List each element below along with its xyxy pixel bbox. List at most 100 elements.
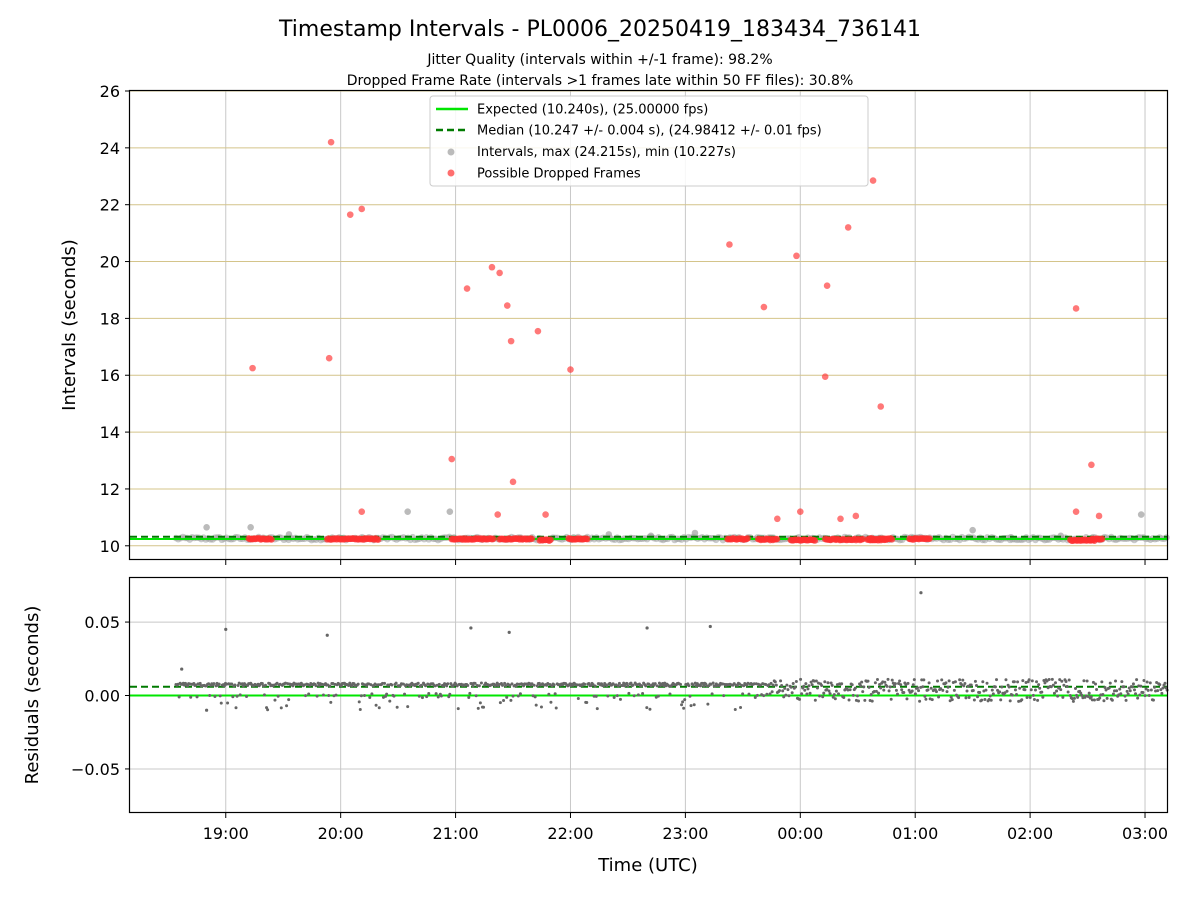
- residual-point: [733, 708, 737, 712]
- residual-point: [804, 682, 808, 686]
- residual-point: [753, 695, 757, 699]
- residual-point: [509, 698, 513, 702]
- residual-point: [926, 688, 930, 692]
- residual-point: [234, 706, 238, 710]
- residual-point: [1021, 679, 1025, 683]
- intervals-y-tick-label: 18: [100, 309, 120, 328]
- residual-point: [1127, 686, 1131, 690]
- residual-point: [944, 681, 948, 685]
- residual-point: [532, 683, 536, 687]
- residual-point: [1008, 699, 1012, 703]
- residual-point: [1004, 678, 1008, 682]
- dropped-frame-point: [888, 535, 896, 543]
- residual-point: [842, 695, 846, 699]
- residual-point: [518, 692, 522, 696]
- residual-point: [873, 681, 877, 685]
- residual-point: [245, 694, 249, 698]
- residual-point: [912, 678, 916, 682]
- residual-point: [773, 680, 777, 684]
- residual-point: [1156, 689, 1160, 693]
- residual-point: [198, 681, 202, 685]
- residual-point: [813, 698, 817, 702]
- residual-point: [930, 698, 934, 702]
- residual-point: [814, 679, 818, 683]
- residual-point: [808, 691, 812, 695]
- residuals-panel: 19:00 20:00 21:00 22:00 23:00 00:00 01:00 02:00…: [22, 576, 1169, 876]
- residual-point: [1059, 688, 1063, 692]
- residual-point: [918, 699, 922, 703]
- residual-point: [877, 691, 881, 695]
- residual-point: [691, 683, 695, 687]
- residual-point: [800, 692, 804, 696]
- residual-point: [929, 686, 933, 690]
- residual-point: [1128, 689, 1132, 693]
- residual-point: [276, 694, 280, 698]
- residual-point: [479, 681, 483, 685]
- residual-point: [467, 695, 471, 699]
- residual-point: [403, 692, 407, 696]
- residual-point: [576, 697, 580, 701]
- residual-point: [947, 679, 951, 683]
- residual-point: [213, 695, 217, 699]
- residual-point: [447, 695, 451, 699]
- residual-point: [855, 694, 859, 698]
- residual-point: [549, 700, 553, 704]
- residual-point: [820, 683, 824, 687]
- time-x-tick-label: 21:00: [433, 824, 479, 843]
- residual-point: [625, 681, 629, 685]
- residual-point: [940, 678, 944, 682]
- residuals-y-tick-label: 0.05: [84, 613, 120, 632]
- residual-point: [235, 694, 239, 698]
- residual-point: [304, 694, 308, 698]
- intervals-plot-area: [130, 138, 1170, 544]
- residual-point: [902, 691, 906, 695]
- residual-point: [983, 698, 987, 702]
- intervals-y-axis-label: Intervals (seconds): [59, 239, 80, 411]
- residual-point: [1032, 697, 1036, 701]
- residual-point: [417, 694, 421, 698]
- dropped-frame-point: [774, 515, 781, 523]
- residual-point: [803, 688, 807, 692]
- residual-point: [1125, 689, 1129, 693]
- residual-point: [1119, 692, 1123, 696]
- residual-point: [434, 692, 438, 696]
- residual-point: [755, 693, 759, 697]
- residual-point: [889, 697, 893, 701]
- residual-point: [785, 683, 789, 687]
- residual-point: [848, 688, 852, 692]
- residual-point: [765, 692, 769, 696]
- residual-point: [466, 684, 470, 688]
- residual-point: [1091, 680, 1095, 684]
- residual-point: [806, 687, 810, 691]
- residual-point: [687, 684, 691, 688]
- residual-point: [1141, 691, 1145, 695]
- residual-point: [953, 680, 957, 684]
- residual-point: [374, 703, 378, 707]
- residual-point: [798, 697, 802, 701]
- residual-point: [1020, 698, 1024, 702]
- residual-point: [789, 685, 793, 689]
- residual-point: [681, 700, 685, 704]
- residual-point: [771, 683, 775, 687]
- residual-point: [1065, 684, 1069, 688]
- residual-point: [937, 695, 941, 699]
- residual-point: [612, 696, 616, 700]
- residual-point: [1028, 696, 1032, 700]
- residual-point: [939, 687, 943, 691]
- dropped-frame-point: [1088, 461, 1095, 469]
- residual-point: [919, 591, 923, 595]
- residual-point: [1102, 699, 1106, 703]
- residual-point: [972, 698, 976, 702]
- residual-point: [511, 694, 515, 698]
- residual-point: [617, 681, 621, 685]
- residual-point: [762, 694, 766, 698]
- residual-point: [1029, 688, 1033, 692]
- residual-point: [383, 681, 387, 685]
- residual-point: [1143, 694, 1147, 698]
- residual-point: [594, 694, 598, 698]
- residual-point: [471, 684, 475, 688]
- residual-point: [941, 688, 945, 692]
- residual-point: [416, 681, 420, 685]
- residual-point: [904, 683, 908, 687]
